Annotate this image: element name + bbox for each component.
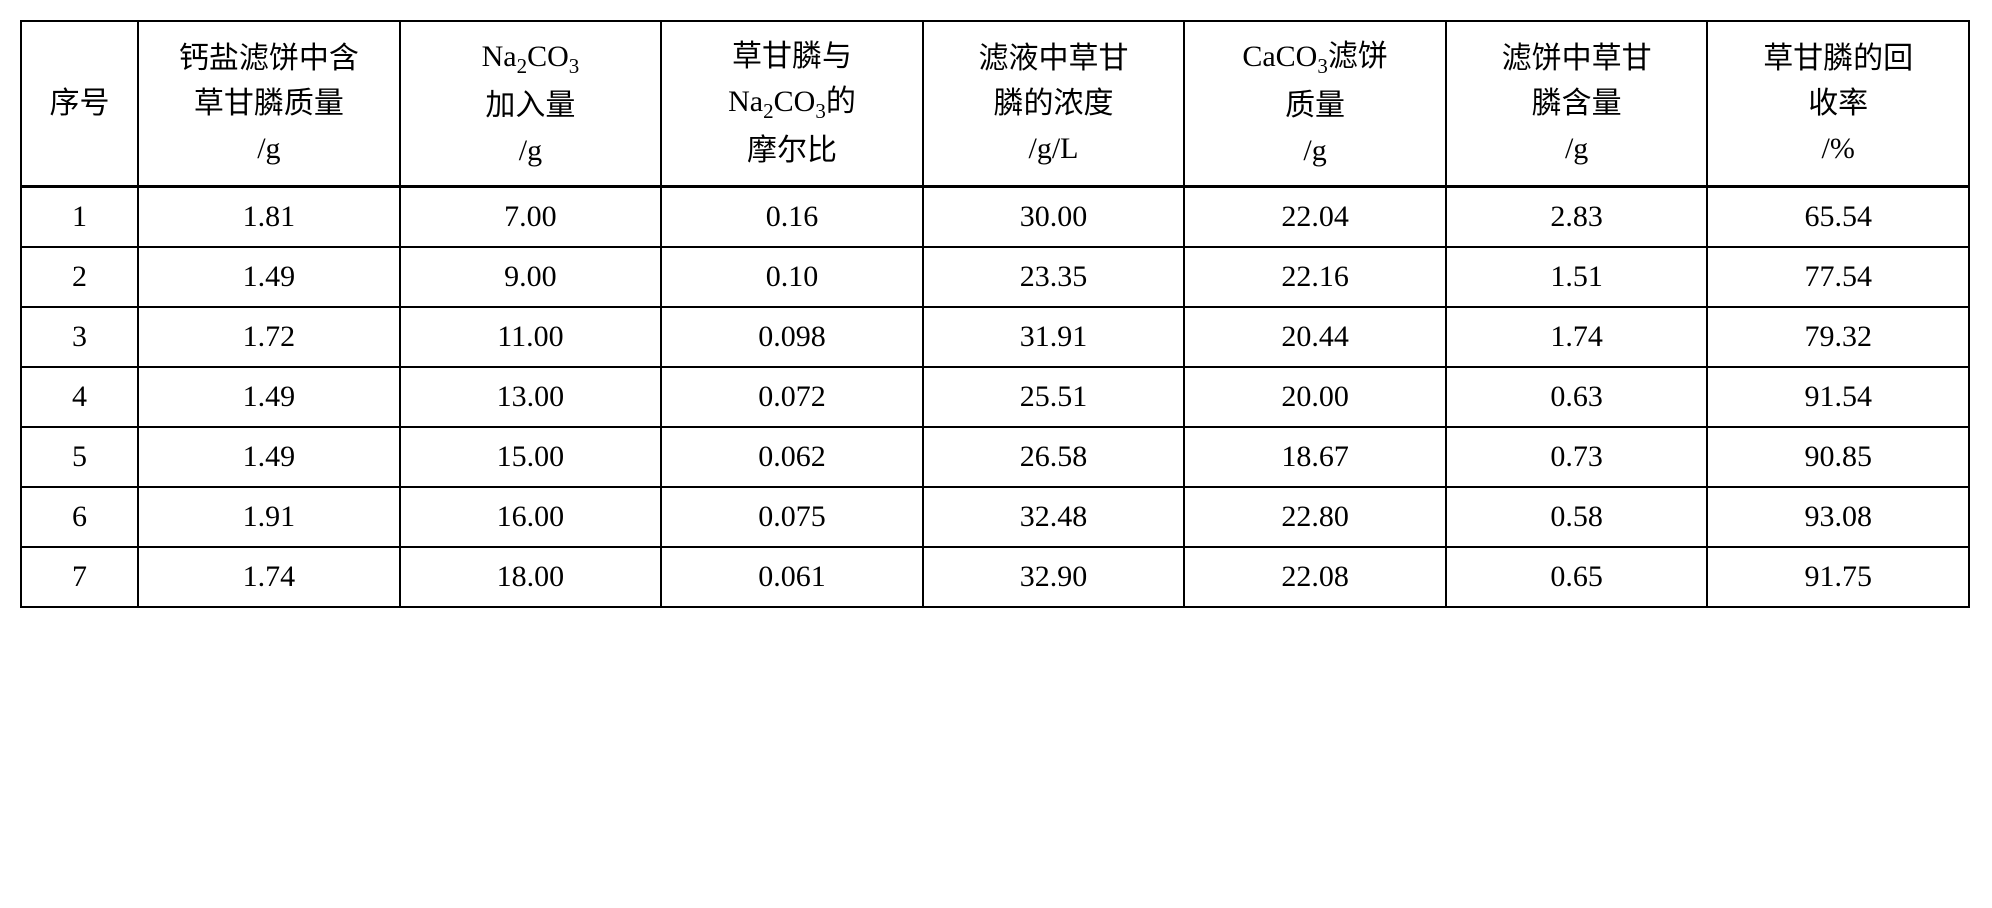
table-cell: 0.098 xyxy=(661,307,923,367)
table-cell: 77.54 xyxy=(1707,247,1969,307)
table-cell: 1.72 xyxy=(138,307,400,367)
table-cell: 0.63 xyxy=(1446,367,1708,427)
table-row: 21.499.000.1023.3522.161.5177.54 xyxy=(21,247,1969,307)
column-header-3: 草甘膦与Na2CO3的摩尔比 xyxy=(661,21,923,186)
table-cell: 6 xyxy=(21,487,138,547)
table-cell: 1.49 xyxy=(138,367,400,427)
table-cell: 15.00 xyxy=(400,427,662,487)
table-row: 31.7211.000.09831.9120.441.7479.32 xyxy=(21,307,1969,367)
table-cell: 1.74 xyxy=(138,547,400,607)
table-cell: 0.73 xyxy=(1446,427,1708,487)
table-cell: 1.51 xyxy=(1446,247,1708,307)
table-row: 41.4913.000.07225.5120.000.6391.54 xyxy=(21,367,1969,427)
table-cell: 93.08 xyxy=(1707,487,1969,547)
data-table: 序号钙盐滤饼中含草甘膦质量/gNa2CO3加入量/g草甘膦与Na2CO3的摩尔比… xyxy=(20,20,1970,608)
table-cell: 22.08 xyxy=(1184,547,1446,607)
table-cell: 0.075 xyxy=(661,487,923,547)
table-cell: 7 xyxy=(21,547,138,607)
table-cell: 26.58 xyxy=(923,427,1185,487)
column-header-7: 草甘膦的回收率/% xyxy=(1707,21,1969,186)
table-row: 51.4915.000.06226.5818.670.7390.85 xyxy=(21,427,1969,487)
table-body: 11.817.000.1630.0022.042.8365.5421.499.0… xyxy=(21,186,1969,607)
table-cell: 9.00 xyxy=(400,247,662,307)
table-cell: 31.91 xyxy=(923,307,1185,367)
column-header-0: 序号 xyxy=(21,21,138,186)
table-cell: 1.91 xyxy=(138,487,400,547)
table-cell: 22.80 xyxy=(1184,487,1446,547)
column-header-1: 钙盐滤饼中含草甘膦质量/g xyxy=(138,21,400,186)
table-cell: 7.00 xyxy=(400,186,662,247)
table-cell: 0.16 xyxy=(661,186,923,247)
table-cell: 0.10 xyxy=(661,247,923,307)
table-cell: 11.00 xyxy=(400,307,662,367)
table-header: 序号钙盐滤饼中含草甘膦质量/gNa2CO3加入量/g草甘膦与Na2CO3的摩尔比… xyxy=(21,21,1969,186)
table-row: 61.9116.000.07532.4822.800.5893.08 xyxy=(21,487,1969,547)
table-cell: 1.49 xyxy=(138,247,400,307)
table-cell: 79.32 xyxy=(1707,307,1969,367)
column-header-4: 滤液中草甘膦的浓度/g/L xyxy=(923,21,1185,186)
table-cell: 22.16 xyxy=(1184,247,1446,307)
table-cell: 23.35 xyxy=(923,247,1185,307)
table-cell: 0.072 xyxy=(661,367,923,427)
table-row: 71.7418.000.06132.9022.080.6591.75 xyxy=(21,547,1969,607)
table-cell: 32.48 xyxy=(923,487,1185,547)
column-header-5: CaCO3滤饼质量/g xyxy=(1184,21,1446,186)
table-cell: 1.74 xyxy=(1446,307,1708,367)
table-cell: 25.51 xyxy=(923,367,1185,427)
table-cell: 91.54 xyxy=(1707,367,1969,427)
table-cell: 32.90 xyxy=(923,547,1185,607)
table-cell: 4 xyxy=(21,367,138,427)
table-cell: 0.65 xyxy=(1446,547,1708,607)
table-cell: 16.00 xyxy=(400,487,662,547)
table-cell: 18.00 xyxy=(400,547,662,607)
table-cell: 2.83 xyxy=(1446,186,1708,247)
table-cell: 90.85 xyxy=(1707,427,1969,487)
table-cell: 2 xyxy=(21,247,138,307)
column-header-6: 滤饼中草甘膦含量/g xyxy=(1446,21,1708,186)
table-cell: 1.81 xyxy=(138,186,400,247)
table-cell: 1 xyxy=(21,186,138,247)
table-cell: 30.00 xyxy=(923,186,1185,247)
table-cell: 1.49 xyxy=(138,427,400,487)
table-cell: 5 xyxy=(21,427,138,487)
table-cell: 13.00 xyxy=(400,367,662,427)
table-cell: 3 xyxy=(21,307,138,367)
table-cell: 65.54 xyxy=(1707,186,1969,247)
table-cell: 18.67 xyxy=(1184,427,1446,487)
table-cell: 20.44 xyxy=(1184,307,1446,367)
table-row: 11.817.000.1630.0022.042.8365.54 xyxy=(21,186,1969,247)
column-header-2: Na2CO3加入量/g xyxy=(400,21,662,186)
table-cell: 22.04 xyxy=(1184,186,1446,247)
table-cell: 0.58 xyxy=(1446,487,1708,547)
table-cell: 0.061 xyxy=(661,547,923,607)
table-cell: 0.062 xyxy=(661,427,923,487)
header-row: 序号钙盐滤饼中含草甘膦质量/gNa2CO3加入量/g草甘膦与Na2CO3的摩尔比… xyxy=(21,21,1969,186)
table-cell: 20.00 xyxy=(1184,367,1446,427)
table-cell: 91.75 xyxy=(1707,547,1969,607)
